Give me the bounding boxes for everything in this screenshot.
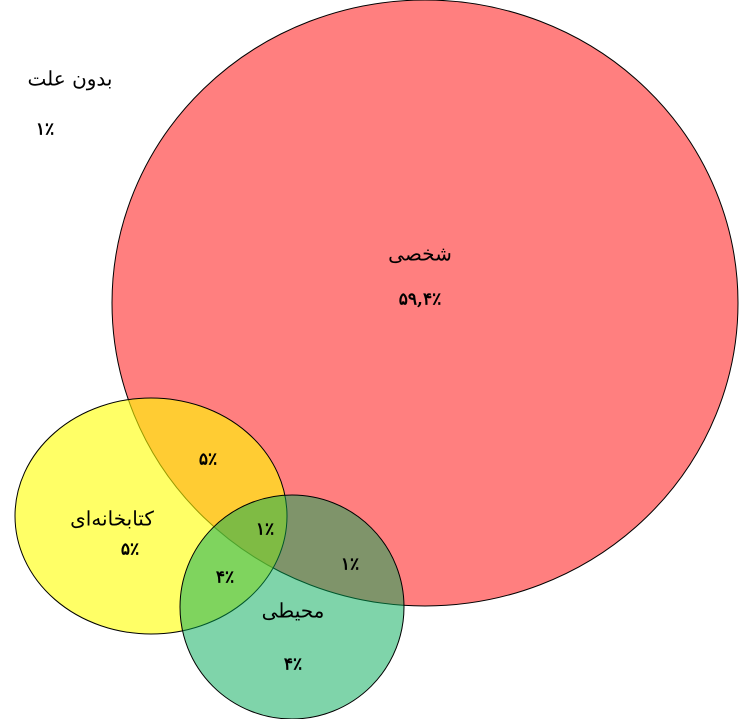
set-value: ۴٪ <box>284 655 302 675</box>
overlap-value: ۱٪ <box>256 520 274 540</box>
set-value: ۵۹,۴٪ <box>399 290 441 310</box>
set-value: ۵٪ <box>121 540 139 560</box>
set-label: محیطی <box>262 599 325 623</box>
overlap-value: ۱٪ <box>341 555 359 575</box>
overlap-value: ۵٪ <box>199 450 217 470</box>
set-label: شخصی <box>388 242 452 266</box>
outside-value: ۱٪ <box>36 120 54 140</box>
outside-label: بدون علت <box>28 67 113 91</box>
set-label: کتابخانه‌ای <box>70 507 154 531</box>
overlap-value: ۴٪ <box>216 568 234 588</box>
circle-personal <box>111 0 739 607</box>
